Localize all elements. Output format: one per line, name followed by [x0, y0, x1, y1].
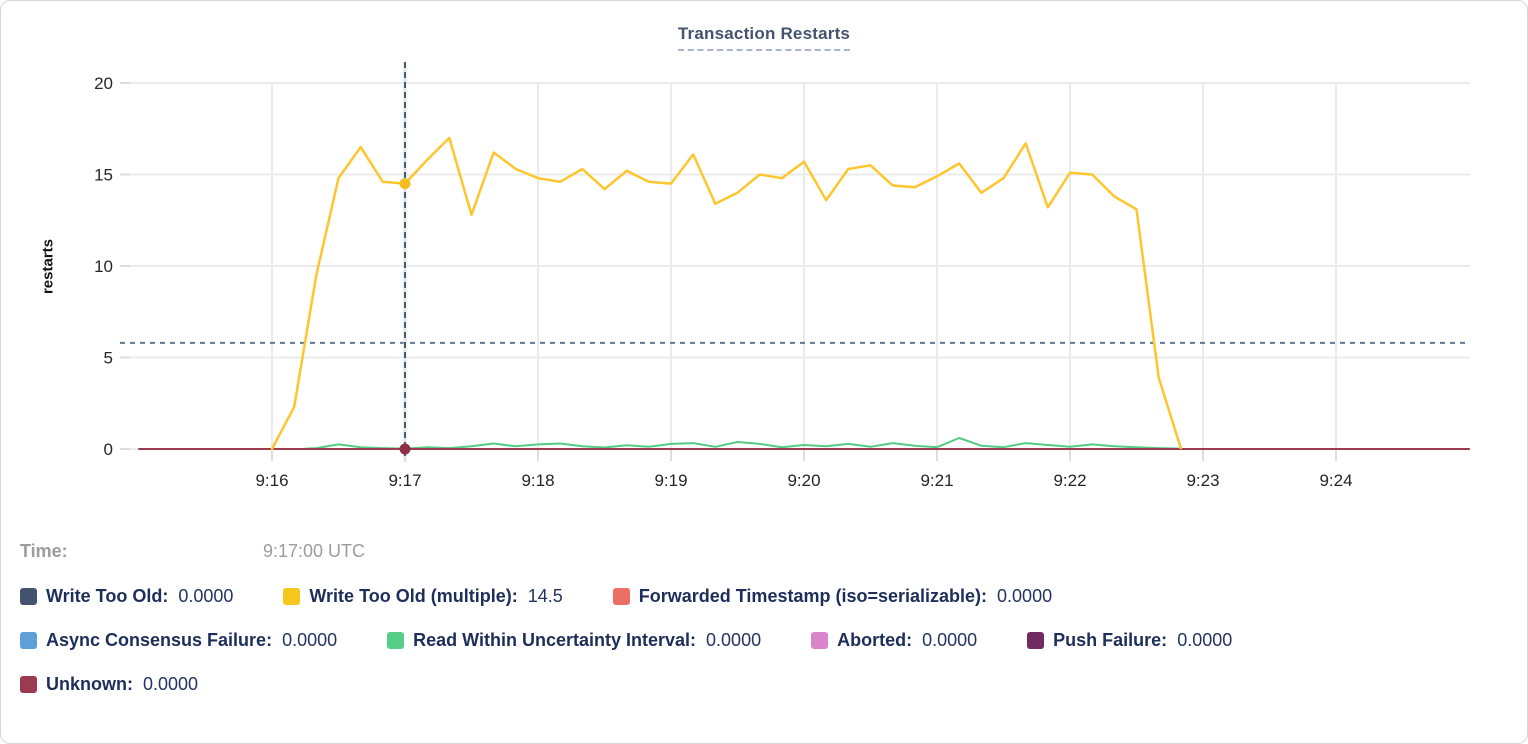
legend-label: Forwarded Timestamp (iso=serializable): [638, 586, 988, 606]
y-axis-label: restarts [39, 238, 57, 295]
legend-swatch-write_too_old [20, 588, 37, 605]
x-tick-label: 9:23 [1186, 471, 1219, 490]
x-tick-label: 9:18 [521, 471, 554, 490]
x-tick-label: 9:16 [255, 471, 288, 490]
legend-swatch-aborted [811, 632, 829, 649]
legend-value: 0.0000 [282, 630, 338, 650]
legend-label: Write Too Old (multiple): [309, 586, 518, 606]
y-tick-label: 0 [104, 440, 113, 459]
legend-value: 0.0000 [178, 586, 234, 606]
legend-row: Async Consensus Failure: 0.0000 Read Withi… [20, 630, 1232, 651]
legend-value: 14.5 [527, 586, 563, 606]
legend-swatch-forwarded_timestamp [612, 588, 630, 605]
transaction-restarts-chart[interactable]: 0 5 10 15 20 9:16 9:17 9:18 9:19 9:20 9:21 9:22 9:23… [0, 0, 1528, 530]
x-tick-label: 9:21 [920, 471, 953, 490]
legend-value: 0.0000 [1177, 630, 1233, 650]
x-tick-label: 9:17 [388, 471, 421, 490]
series-line-write_too_old_multiple [270, 136, 1183, 451]
legend-label: Unknown: [46, 674, 133, 694]
legend-label: Write Too Old: [46, 586, 169, 606]
legend-value: 0.0000 [706, 630, 762, 650]
legend-label: Aborted: [837, 630, 913, 650]
x-tick-label: 9:19 [654, 471, 687, 490]
x-tick-label: 9:20 [787, 471, 820, 490]
chart-legend: Write Too Old: 0.0000 Write Too Old (multi… [20, 586, 1232, 695]
legend-swatch-async_consensus_failure [20, 632, 37, 649]
legend-item-write_too_old: Write Too Old: 0.0000 [20, 586, 233, 607]
legend-label: Push Failure: [1053, 630, 1168, 650]
legend-item-async_consensus_failure: Async Consensus Failure: 0.0000 [20, 630, 337, 651]
legend-item-forwarded_timestamp: Forwarded Timestamp (iso=serializable): 0… [612, 586, 1053, 607]
x-tick-label: 9:22 [1053, 471, 1086, 490]
tooltip-time-value: 9:17:00 UTC [263, 541, 366, 561]
legend-item-read_within_uncertainty_interval: Read Within Uncertainty Interval: 0.0000 [387, 630, 761, 651]
legend-value: 0.0000 [143, 674, 199, 694]
y-tick-label: 5 [104, 349, 113, 368]
legend-swatch-write_too_old_multiple [283, 588, 301, 605]
legend-swatch-read_within_uncertainty_interval [387, 632, 405, 649]
crosshair-point-unknown [399, 443, 411, 455]
legend-item-unknown: Unknown: 0.0000 [20, 674, 198, 695]
crosshair-point-write_too_old_multiple [399, 178, 411, 190]
legend-swatch-push_failure [1027, 632, 1045, 649]
legend-swatch-unknown [20, 676, 37, 693]
chart-title-wrap: Transaction Restarts [0, 24, 1528, 51]
legend-item-aborted: Aborted: 0.0000 [811, 630, 977, 651]
chart-title[interactable]: Transaction Restarts [677, 24, 851, 51]
legend-label: Async Consensus Failure: [46, 630, 273, 650]
series-line-read_within_uncertainty_interval [304, 437, 1182, 450]
y-tick-label: 10 [94, 257, 113, 276]
tooltip-time-label: Time: [20, 541, 68, 561]
legend-value: 0.0000 [922, 630, 978, 650]
legend-item-push_failure: Push Failure: 0.0000 [1027, 630, 1232, 651]
x-tick-label: 9:24 [1319, 471, 1352, 490]
legend-value: 0.0000 [997, 586, 1053, 606]
legend-label: Read Within Uncertainty Interval: [413, 630, 697, 650]
y-tick-label: 20 [94, 74, 113, 93]
legend-row: Unknown: 0.0000 [20, 674, 1232, 695]
y-tick-label: 15 [94, 166, 113, 185]
legend-row: Write Too Old: 0.0000 Write Too Old (multi… [20, 586, 1232, 607]
legend-item-write_too_old_multiple: Write Too Old (multiple): 14.5 [283, 586, 563, 607]
